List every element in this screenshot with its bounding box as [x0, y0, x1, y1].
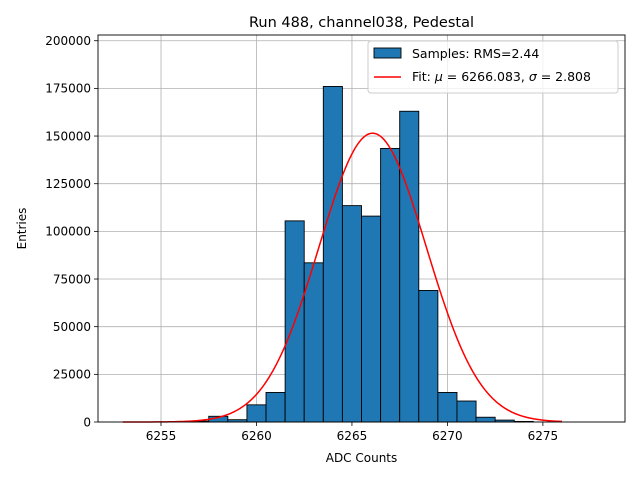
y-axis-ticks: 0 25000 50000 75000 100000 125000 150000 175000…	[45, 34, 98, 429]
histogram-bar	[361, 215, 382, 423]
histogram-bar	[380, 147, 401, 423]
y-tick-label: 175000	[45, 82, 91, 96]
histogram-bar	[322, 86, 343, 423]
x-tick-label: 6265	[337, 429, 368, 443]
plot-frame	[97, 34, 626, 423]
legend-fit-sigma-value: = 2.808	[537, 69, 591, 84]
histogram-bar	[246, 404, 267, 423]
y-tick-label: 50000	[53, 320, 91, 334]
y-tick-label: 100000	[45, 225, 91, 239]
legend: Samples: RMS=2.44 Fit: μ = 6266.083, σ =…	[367, 40, 619, 94]
chart-title: Run 488, channel038, Pedestal	[249, 15, 474, 31]
histogram-bars	[189, 86, 534, 423]
y-tick-label: 200000	[45, 34, 91, 48]
legend-fit-label: Fit: μ = 6266.083, σ = 2.808	[412, 69, 591, 84]
histogram-bar	[399, 110, 420, 423]
x-axis-ticks: 6255 6260 6265 6270 6275	[146, 422, 558, 443]
histogram-bar	[265, 392, 286, 423]
y-tick-label: 150000	[45, 129, 91, 143]
histogram-bar	[341, 205, 362, 423]
legend-fit-mu-value: = 6266.083,	[443, 69, 529, 84]
legend-samples-label: Samples: RMS=2.44	[412, 46, 539, 61]
histogram-bar	[437, 392, 458, 423]
legend-samples-swatch	[373, 47, 402, 59]
y-tick-label: 125000	[45, 177, 91, 191]
legend-fit-mu-symbol: μ	[434, 69, 443, 84]
x-tick-label: 6270	[432, 429, 463, 443]
y-axis-label: Entries	[15, 208, 29, 250]
fit-curve	[122, 132, 563, 423]
y-tick-label: 25000	[53, 368, 91, 382]
legend-box	[367, 40, 619, 94]
x-tick-label: 6275	[528, 429, 559, 443]
histogram-bar	[418, 290, 439, 423]
x-tick-label: 6260	[241, 429, 272, 443]
x-tick-label: 6255	[146, 429, 177, 443]
legend-fit-prefix: Fit:	[412, 69, 435, 84]
y-tick-label: 0	[83, 415, 91, 429]
histogram-bar	[475, 416, 496, 423]
x-axis-label: ADC Counts	[326, 451, 398, 465]
histogram-bar	[456, 400, 477, 423]
y-tick-label: 75000	[53, 272, 91, 286]
legend-fit-sigma-symbol: σ	[529, 69, 538, 84]
